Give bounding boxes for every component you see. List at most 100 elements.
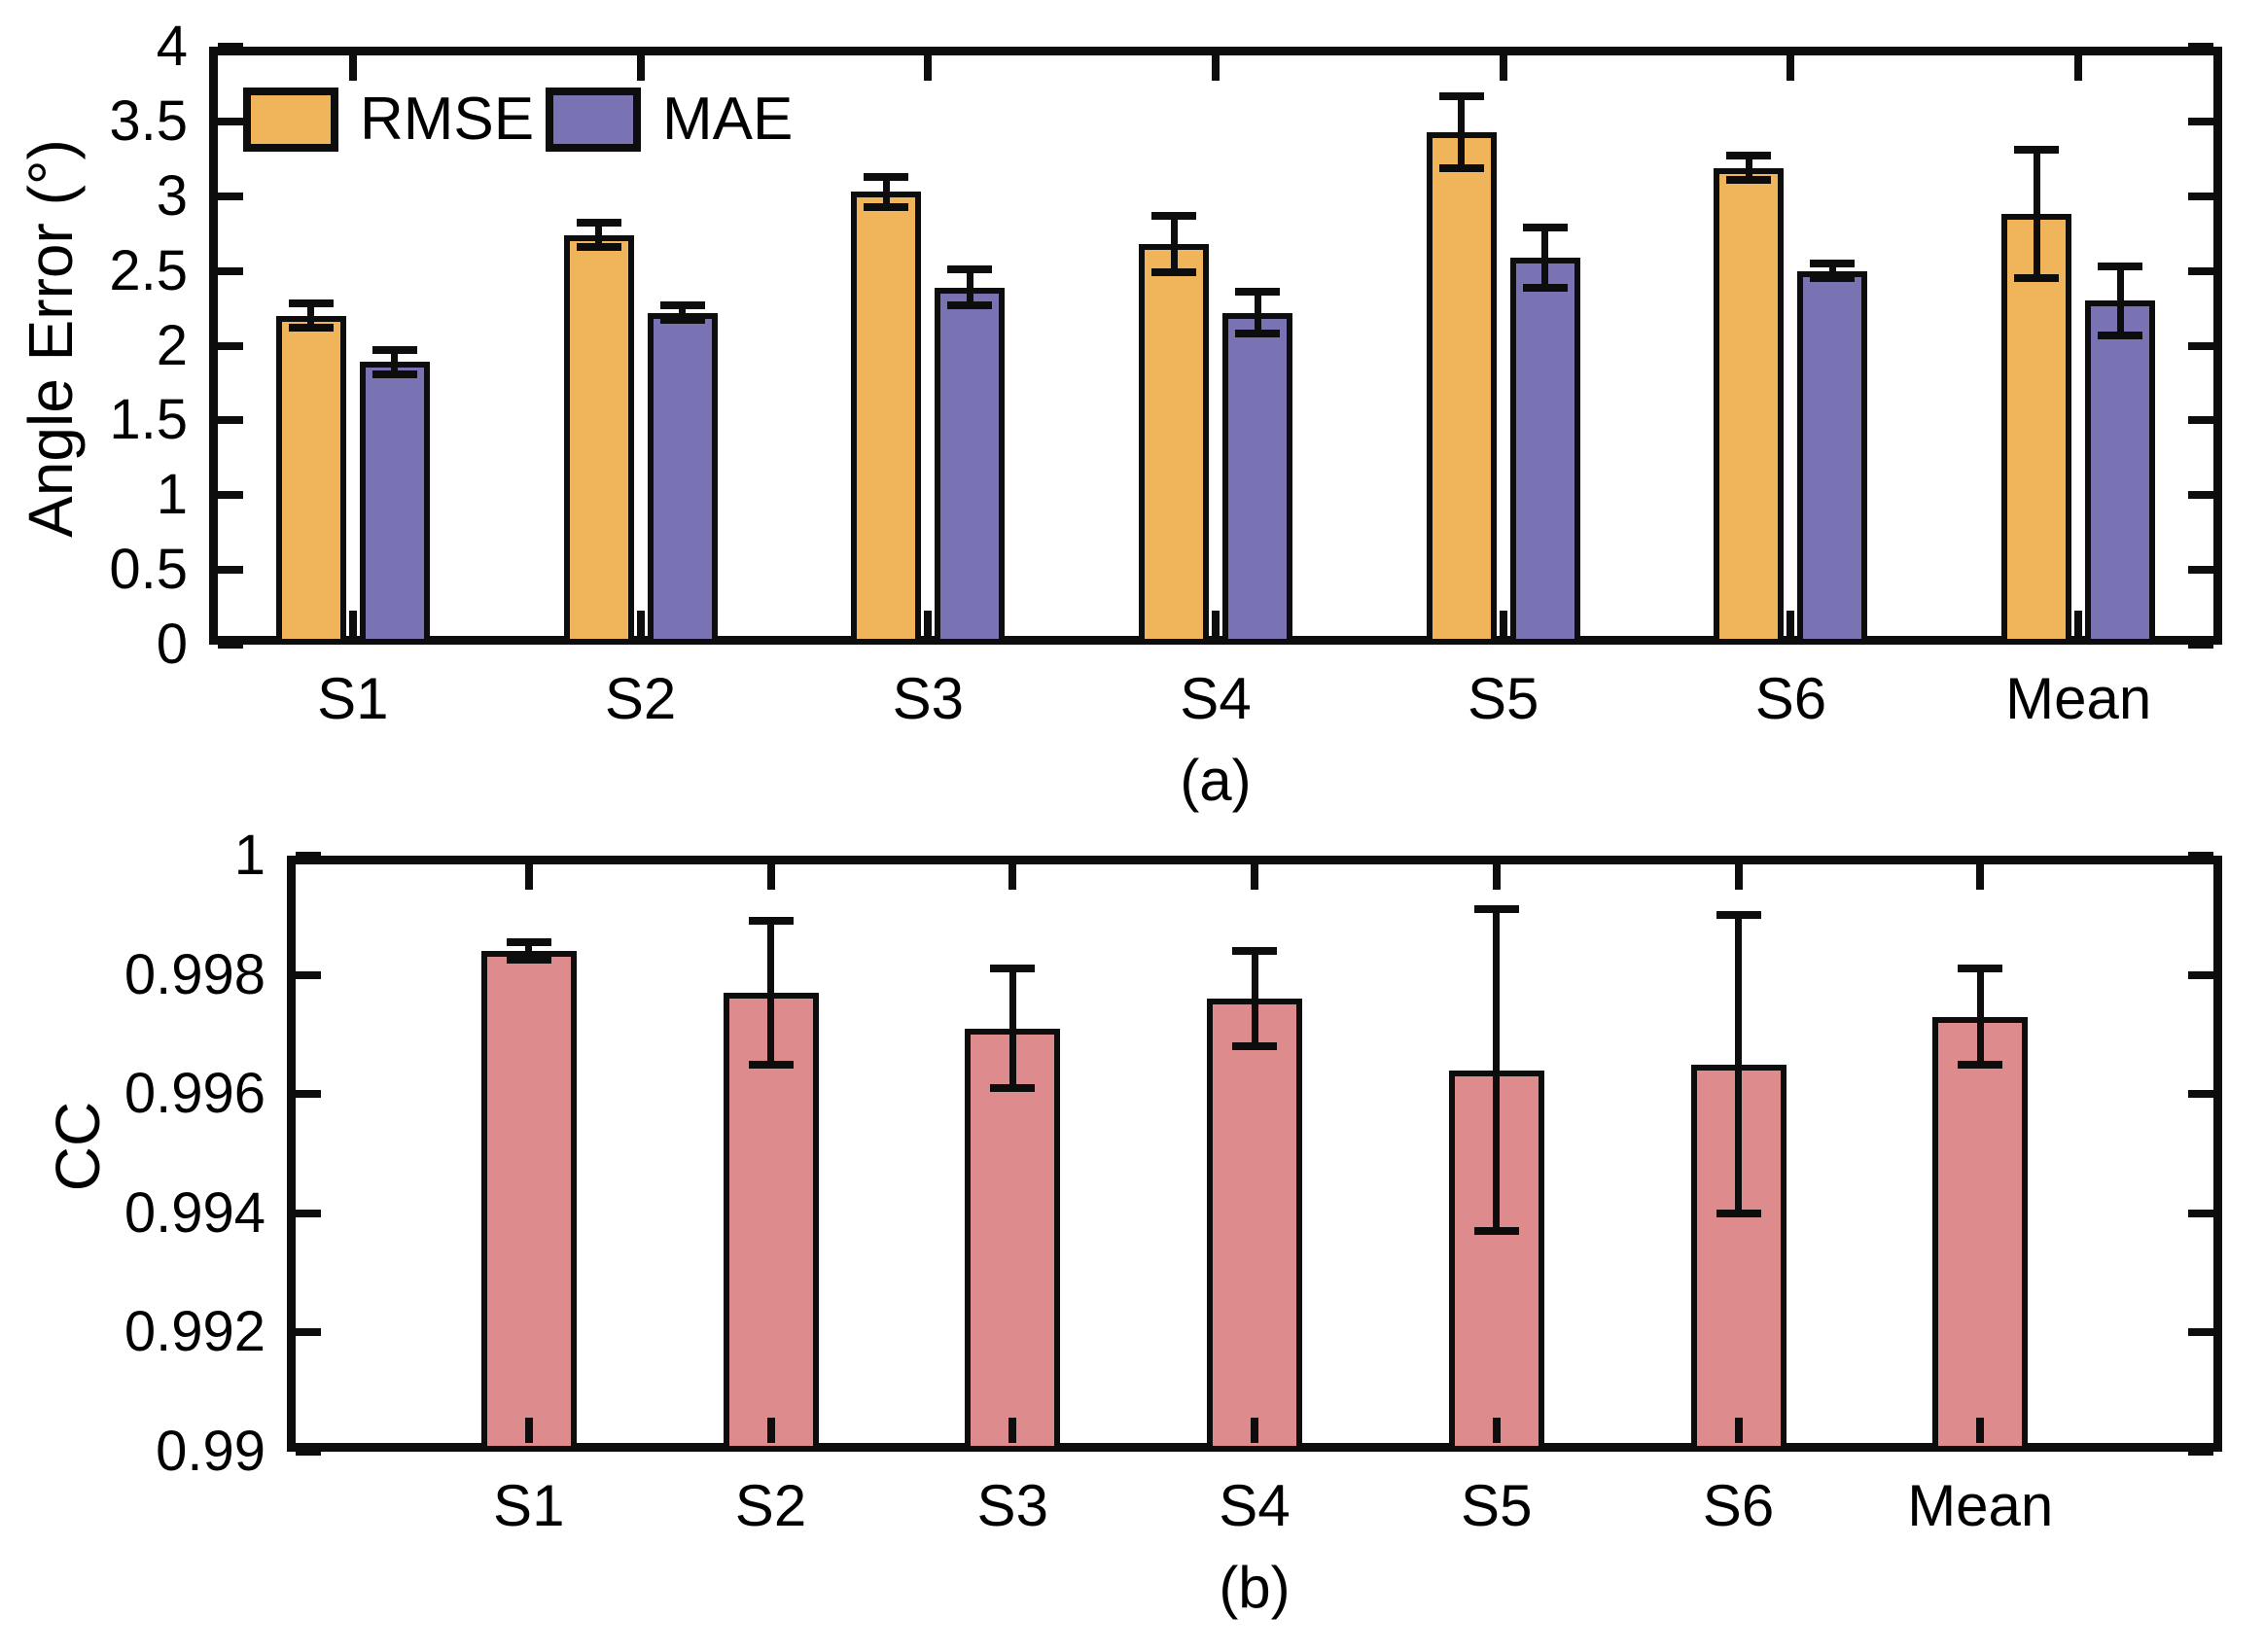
x-category-label-s2: S2: [604, 666, 677, 731]
error-bar-mae-s2: [679, 304, 687, 321]
x-tick-top: [1251, 864, 1258, 890]
y-tick-right: [2188, 1209, 2213, 1217]
bar-rmse-mean: [2001, 214, 2072, 645]
x-tick-bottom: [524, 1418, 533, 1443]
error-bar-cc-s5-cap-bottom: [1473, 1227, 1519, 1236]
y-tick-left: [218, 491, 243, 500]
error-bar-mae-s2-cap-bottom: [659, 316, 705, 325]
x-tick-bottom: [1492, 1418, 1501, 1443]
bar-cc-s4: [1207, 999, 1302, 1452]
x-category-label-s6: S6: [1754, 666, 1827, 731]
bar-mae-s1: [359, 362, 430, 645]
error-bar-mae-s6-cap-top: [1810, 259, 1856, 267]
x-category-label-s1: S1: [317, 666, 389, 731]
y-tick-left: [296, 1448, 321, 1456]
bar-cc-s3: [965, 1028, 1061, 1452]
y-tick-right: [2188, 641, 2213, 649]
x-category-label-s5: S5: [1468, 666, 1539, 731]
x-category-label-s5: S5: [1461, 1473, 1533, 1538]
bar-cc-s1: [480, 951, 577, 1452]
panel-b-tag: (b): [1219, 1555, 1291, 1620]
x-tick-bottom: [348, 611, 357, 636]
x-category-label-s1: S1: [493, 1473, 565, 1538]
error-bar-mae-s4: [1254, 292, 1261, 334]
x-tick-top: [924, 55, 933, 81]
bar-cc-s5: [1448, 1070, 1544, 1452]
y-tick-left: [218, 341, 243, 350]
y-tick-label: 0.992: [124, 1300, 265, 1364]
y-tick-right: [2188, 566, 2213, 575]
y-tick-left: [218, 192, 243, 200]
y-tick-label: 0: [156, 613, 188, 676]
y-tick-right: [2188, 192, 2213, 200]
x-tick-bottom: [766, 1418, 775, 1443]
error-bar-cc-s3: [1008, 968, 1016, 1089]
x-tick-bottom: [1786, 611, 1795, 636]
error-bar-mae-s1-cap-bottom: [371, 369, 417, 378]
y-tick-label: 0.99: [156, 1420, 265, 1483]
error-bar-cc-mean-cap-bottom: [1958, 1060, 2003, 1069]
x-tick-top: [1499, 55, 1507, 81]
bar-rmse-s2: [563, 234, 634, 645]
y-tick-right: [2188, 1328, 2213, 1337]
error-bar-mae-s1: [391, 350, 399, 374]
bar-mae-s4: [1222, 312, 1292, 645]
x-tick-top: [1734, 864, 1743, 890]
error-bar-mae-s5-cap-bottom: [1522, 283, 1568, 292]
x-tick-top: [2074, 55, 2083, 81]
error-bar-cc-s4: [1251, 951, 1258, 1047]
error-bar-cc-s6: [1735, 915, 1742, 1213]
x-category-label-s6: S6: [1702, 1473, 1775, 1538]
error-bar-rmse-s2-cap-top: [576, 219, 621, 228]
y-tick-label: 1: [233, 824, 265, 887]
error-bar-mae-s4-cap-top: [1235, 288, 1280, 297]
error-bar-mae-s3-cap-bottom: [947, 300, 993, 309]
error-bar-mae-s5: [1541, 228, 1549, 288]
y-tick-left: [296, 1090, 321, 1099]
panel-b-y-axis-label: CC: [43, 1101, 113, 1192]
y-tick-right: [2188, 1448, 2213, 1456]
error-bar-rmse-s4: [1170, 215, 1178, 273]
x-tick-top: [348, 55, 357, 81]
error-bar-rmse-s6: [1745, 156, 1752, 180]
x-tick-bottom: [636, 611, 645, 636]
x-tick-bottom: [1976, 1418, 1985, 1443]
x-tick-bottom: [1008, 1418, 1017, 1443]
bar-mae-s3: [935, 287, 1006, 645]
error-bar-rmse-mean-cap-top: [2014, 146, 2060, 155]
y-tick-right: [2188, 341, 2213, 350]
error-bar-rmse-s4-cap-top: [1151, 211, 1196, 220]
bar-rmse-s5: [1426, 131, 1497, 645]
x-category-label-mean: Mean: [2005, 666, 2152, 731]
legend-label-rmse: RMSE: [360, 86, 535, 153]
bar-rmse-s4: [1139, 243, 1209, 645]
error-bar-cc-s2: [767, 921, 774, 1065]
error-bar-mae-s3-cap-top: [947, 265, 993, 274]
error-bar-mae-s6: [1828, 263, 1836, 279]
bar-rmse-s1: [275, 315, 346, 645]
error-bar-cc-s4-cap-bottom: [1232, 1042, 1277, 1051]
error-bar-rmse-s1: [307, 303, 315, 329]
error-bar-mae-s3: [966, 269, 973, 305]
x-tick-bottom: [1251, 1418, 1258, 1443]
error-bar-rmse-s3-cap-bottom: [864, 202, 909, 211]
error-bar-cc-s6-cap-bottom: [1716, 1209, 1761, 1217]
error-bar-rmse-s5-cap-top: [1438, 91, 1484, 100]
x-tick-bottom: [2074, 611, 2083, 636]
y-tick-right: [2188, 43, 2213, 51]
y-tick-right: [2188, 970, 2213, 979]
error-bar-rmse-s6-cap-bottom: [1726, 175, 1772, 184]
x-tick-top: [1976, 864, 1985, 890]
x-tick-top: [766, 864, 775, 890]
error-bar-mae-s6-cap-bottom: [1810, 274, 1856, 283]
x-tick-top: [1212, 55, 1220, 81]
legend-swatch-rmse: [243, 88, 338, 152]
y-tick-left: [296, 852, 321, 860]
error-bar-cc-s5-cap-top: [1473, 905, 1519, 914]
y-tick-right: [2188, 852, 2213, 860]
y-tick-label: 3: [156, 163, 188, 228]
y-tick-left: [218, 416, 243, 425]
error-bar-rmse-s2-cap-bottom: [576, 243, 621, 252]
y-tick-left: [296, 1328, 321, 1337]
